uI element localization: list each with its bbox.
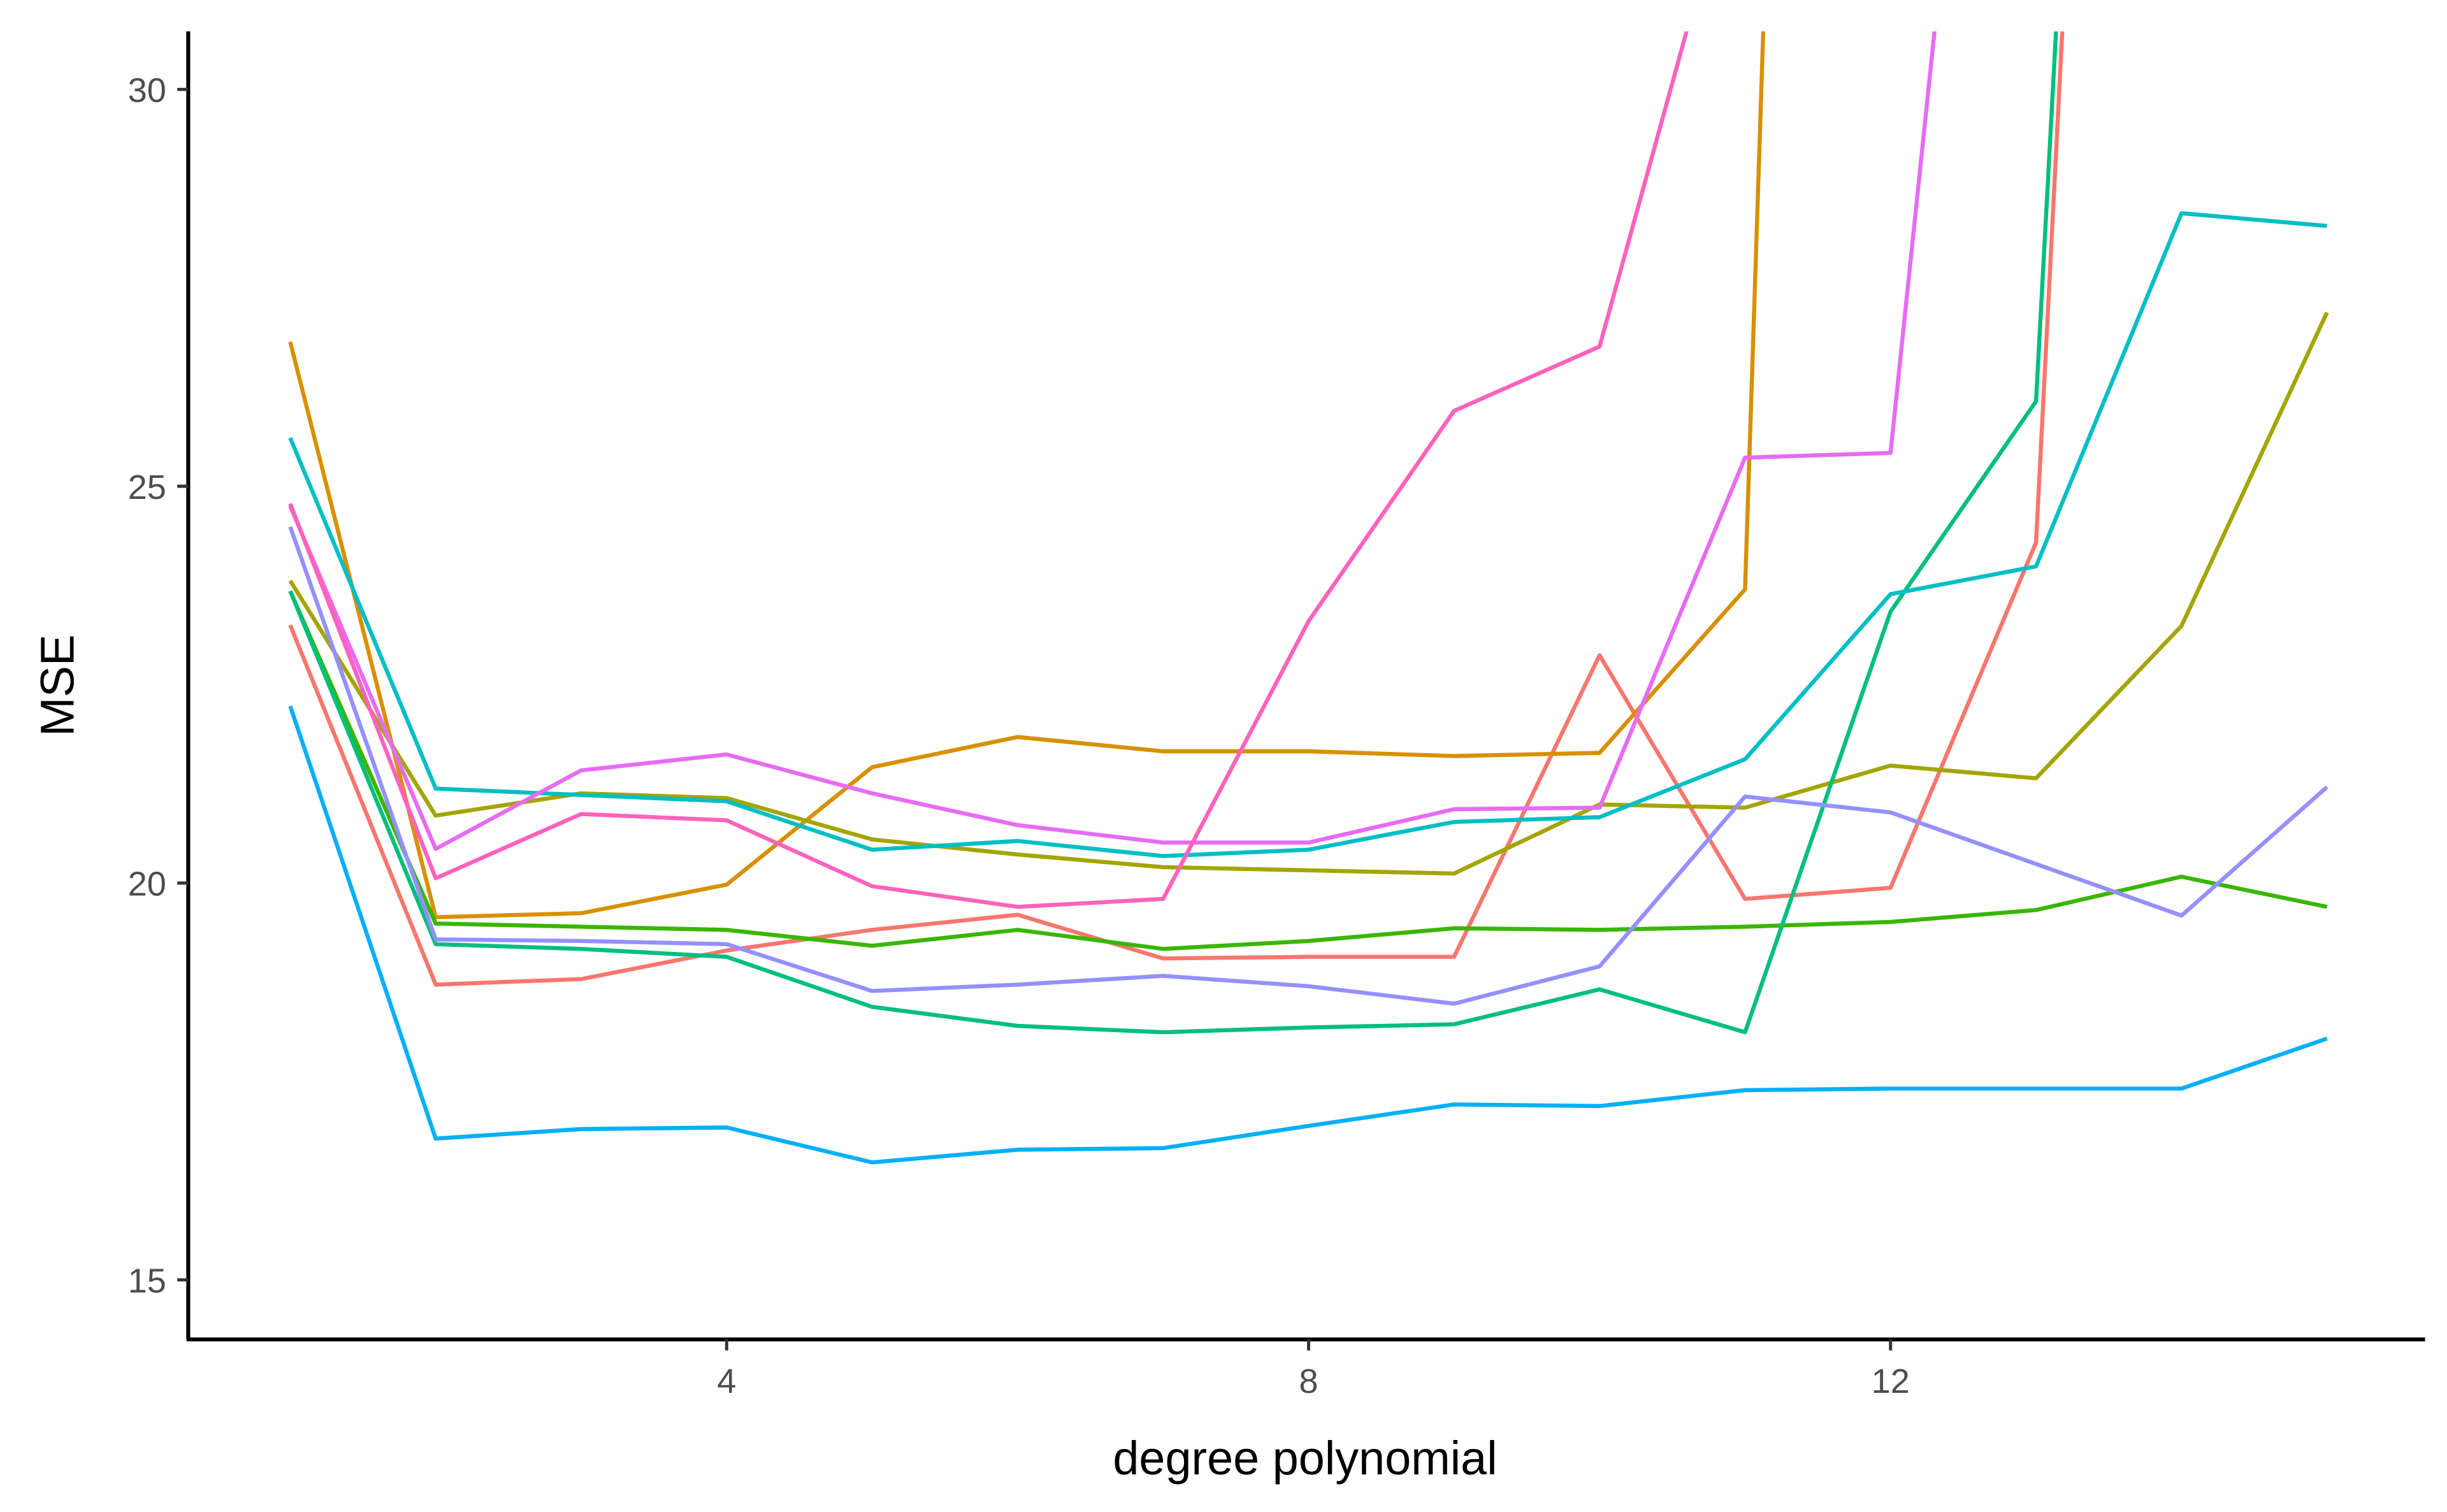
- series-line-run10: [288, 31, 1689, 909]
- x-ticks: 4 8 12: [717, 1339, 1910, 1400]
- series-line-run8: [288, 526, 2328, 1006]
- y-axis-title: MSE: [31, 635, 84, 737]
- y-tick-label: 20: [128, 865, 166, 904]
- x-tick-label: 12: [1872, 1362, 1910, 1400]
- series-line-run6: [288, 211, 2327, 858]
- y-tick-label: 25: [128, 468, 166, 507]
- series-line-run1: [288, 31, 2065, 987]
- series-line-run3: [288, 311, 2329, 876]
- series-line-run9: [288, 31, 1937, 851]
- series-line-run4: [288, 590, 2328, 951]
- x-tick-label: 8: [1299, 1362, 1318, 1400]
- y-tick-label: 15: [128, 1262, 166, 1300]
- x-axis-title: degree polynomial: [1113, 1432, 1497, 1485]
- x-tick-label: 4: [717, 1362, 736, 1400]
- series-line-run2: [288, 31, 1766, 919]
- series-line-run7: [288, 705, 2328, 1165]
- y-tick-label: 30: [128, 71, 166, 110]
- y-ticks: 15 20 25 30: [128, 71, 189, 1300]
- series-lines: [288, 31, 2329, 1165]
- series-line-run5: [288, 31, 2058, 1035]
